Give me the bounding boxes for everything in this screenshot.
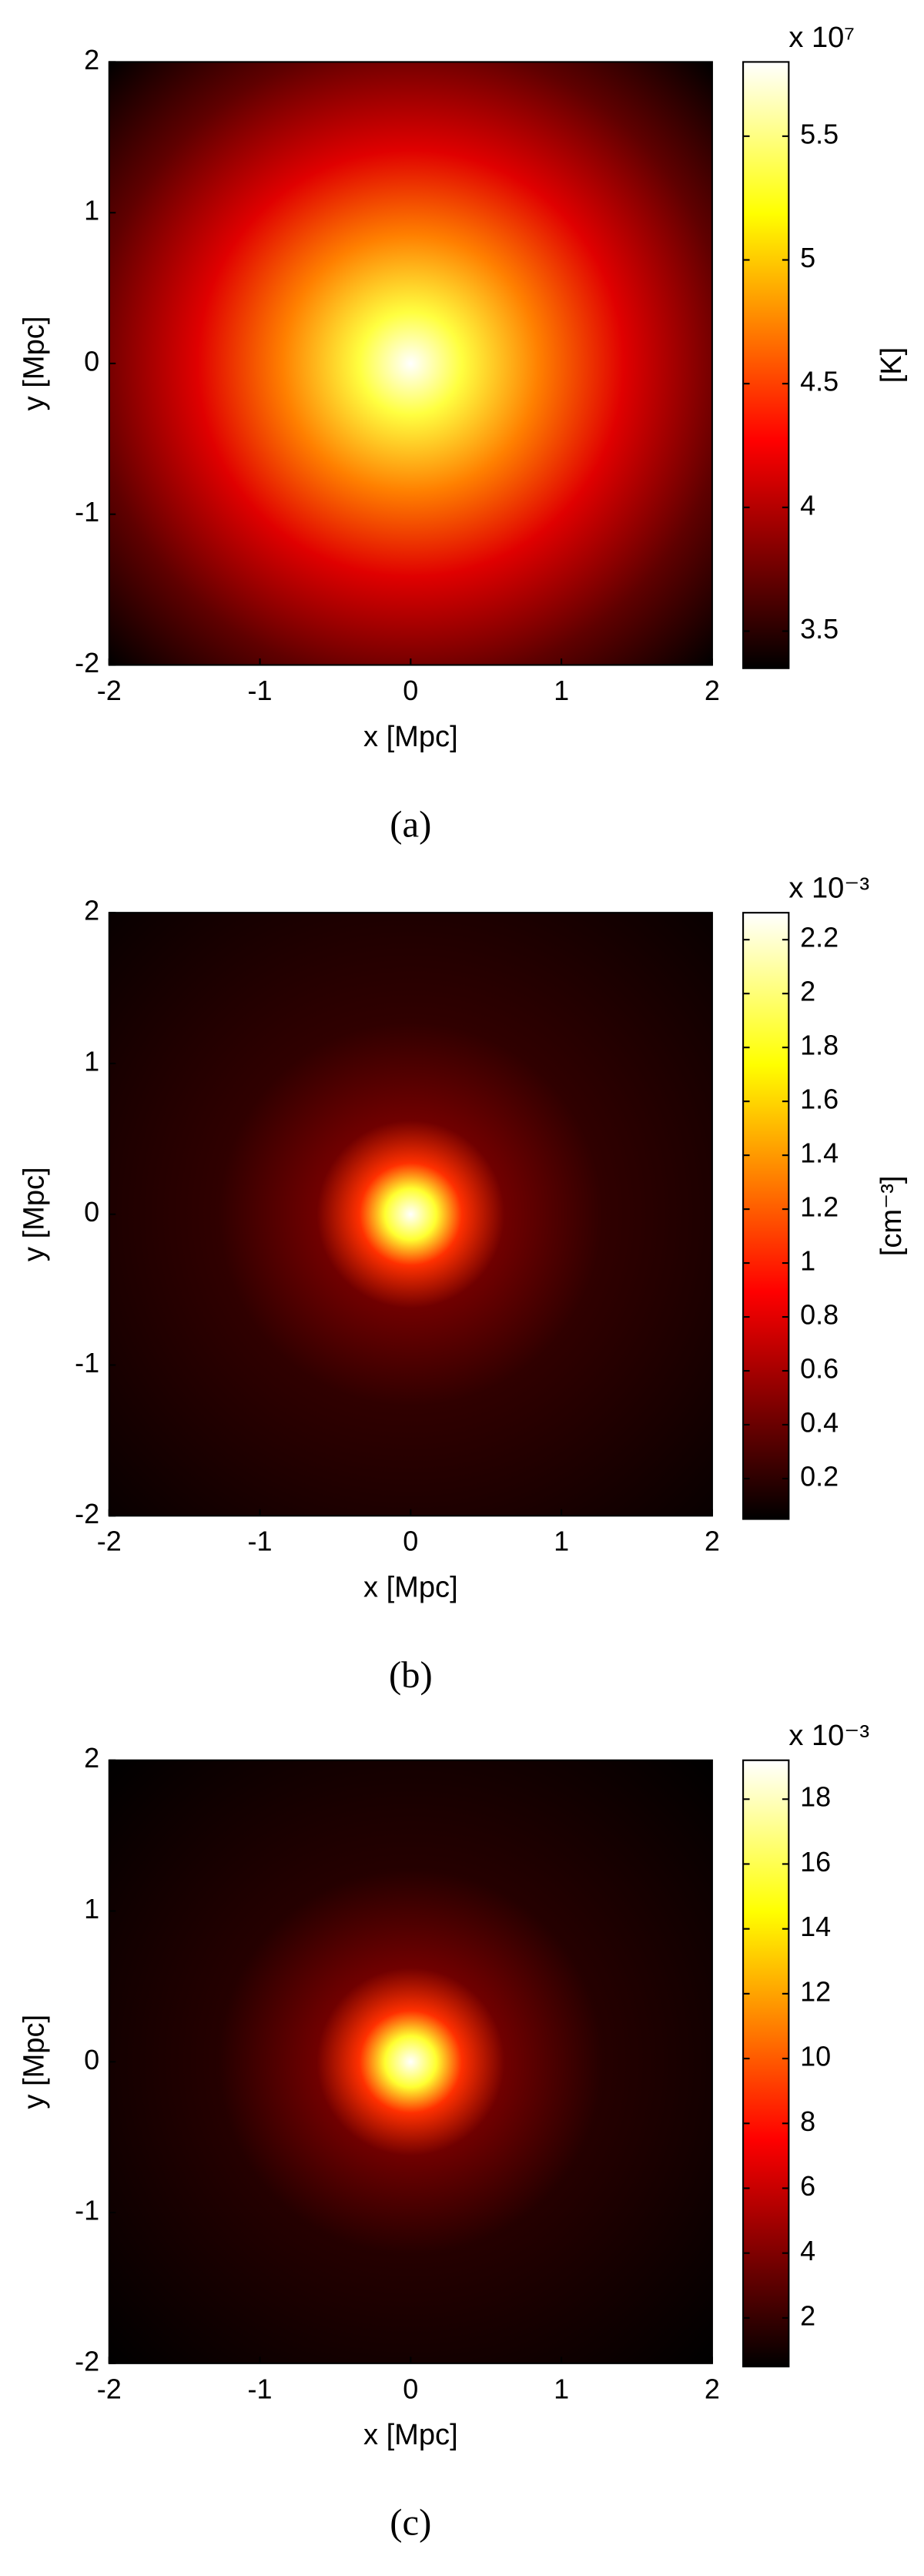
colorbar-tick-label: 2 <box>800 2300 815 2331</box>
y-tick-label: 0 <box>84 345 99 377</box>
colorbar-tick-label: 16 <box>800 1846 831 1878</box>
x-tick-label: -1 <box>248 675 273 706</box>
colorbar-tick-label: 4 <box>800 489 815 521</box>
colorbar-tick-label: 4 <box>800 2235 815 2266</box>
colorbar-exponent: x 10⁷ <box>788 22 855 54</box>
colorbar-tick-label: 0.8 <box>800 1299 839 1331</box>
colorbar-tick-label: 1.2 <box>800 1191 839 1223</box>
y-tick-label: -2 <box>75 647 99 678</box>
colorbar-tick-label: 12 <box>800 1975 831 2007</box>
x-tick-label: -2 <box>97 2373 122 2404</box>
x-tick-label: 0 <box>403 675 418 706</box>
heatmap <box>109 1760 712 2363</box>
colorbar-tick-label: 1.4 <box>800 1137 839 1169</box>
colorbar <box>742 912 790 1520</box>
colorbar-tick-label: 18 <box>800 1781 831 1813</box>
colorbar-tick-label: 0.2 <box>800 1461 839 1492</box>
x-axis-label: x [Mpc] <box>363 1572 458 1604</box>
colorbar-tick-label: 0.6 <box>800 1353 839 1385</box>
colorbar-tick-label: 14 <box>800 1911 831 1942</box>
heatmap <box>109 62 712 665</box>
x-tick-label: 0 <box>403 2373 418 2404</box>
x-tick-label: -1 <box>248 1526 273 1557</box>
colorbar-tick-label: 5.5 <box>800 118 839 149</box>
y-tick-label: 1 <box>84 1893 99 1924</box>
y-tick-label: 2 <box>84 895 99 926</box>
y-axis-label: y [Mpc] <box>18 317 51 411</box>
colorbar-label: [cm⁻³] <box>875 1175 908 1256</box>
colorbar-tick-label: 2 <box>800 976 815 1007</box>
y-tick-label: 0 <box>84 2044 99 2075</box>
colorbar-tick-label: 6 <box>800 2170 815 2202</box>
caption: (b) <box>389 1654 433 1696</box>
colorbar-tick-label: 0.4 <box>800 1407 839 1439</box>
y-axis-label: y [Mpc] <box>18 2015 51 2109</box>
y-tick-label: 2 <box>84 1742 99 1774</box>
x-tick-label: -2 <box>97 675 122 706</box>
colorbar-tick-label: 1.6 <box>800 1084 839 1115</box>
x-axis-label: x [Mpc] <box>363 2419 458 2451</box>
y-tick-label: -1 <box>75 1347 99 1378</box>
colorbar <box>742 61 790 669</box>
colorbar-exponent: x 10⁻³ <box>788 1720 869 1752</box>
y-tick-label: 2 <box>84 44 99 75</box>
colorbar-tick-label: 5 <box>800 242 815 273</box>
heatmap <box>109 913 712 1516</box>
y-tick-label: 1 <box>84 1045 99 1077</box>
x-tick-label: 1 <box>554 1526 569 1557</box>
caption: (a) <box>390 803 431 845</box>
x-tick-label: 2 <box>705 675 720 706</box>
colorbar-label: [K] <box>875 347 908 384</box>
caption: (c) <box>390 2502 431 2544</box>
x-tick-label: 2 <box>705 2373 720 2404</box>
y-tick-label: 0 <box>84 1196 99 1228</box>
colorbar <box>742 1759 790 2368</box>
x-tick-label: 1 <box>554 675 569 706</box>
x-tick-label: -1 <box>248 2373 273 2404</box>
y-tick-label: -1 <box>75 496 99 528</box>
colorbar-tick-label: 10 <box>800 2041 831 2072</box>
x-tick-label: 2 <box>705 1526 720 1557</box>
colorbar-tick-label: 4.5 <box>800 366 839 397</box>
y-tick-label: -2 <box>75 1498 99 1529</box>
y-tick-label: -2 <box>75 2345 99 2377</box>
colorbar-tick-label: 1 <box>800 1245 815 1277</box>
x-tick-label: 0 <box>403 1526 418 1557</box>
x-tick-label: -2 <box>97 1526 122 1557</box>
colorbar-tick-label: 3.5 <box>800 613 839 645</box>
y-axis-label: y [Mpc] <box>18 1167 51 1261</box>
y-tick-label: 1 <box>84 195 99 226</box>
y-tick-label: -1 <box>75 2195 99 2226</box>
colorbar-tick-label: 1.8 <box>800 1030 839 1061</box>
x-tick-label: 1 <box>554 2373 569 2404</box>
colorbar-tick-label: 8 <box>800 2105 815 2137</box>
colorbar-exponent: x 10⁻³ <box>788 873 869 905</box>
colorbar-tick-label: 2.2 <box>800 922 839 953</box>
x-axis-label: x [Mpc] <box>363 721 458 753</box>
